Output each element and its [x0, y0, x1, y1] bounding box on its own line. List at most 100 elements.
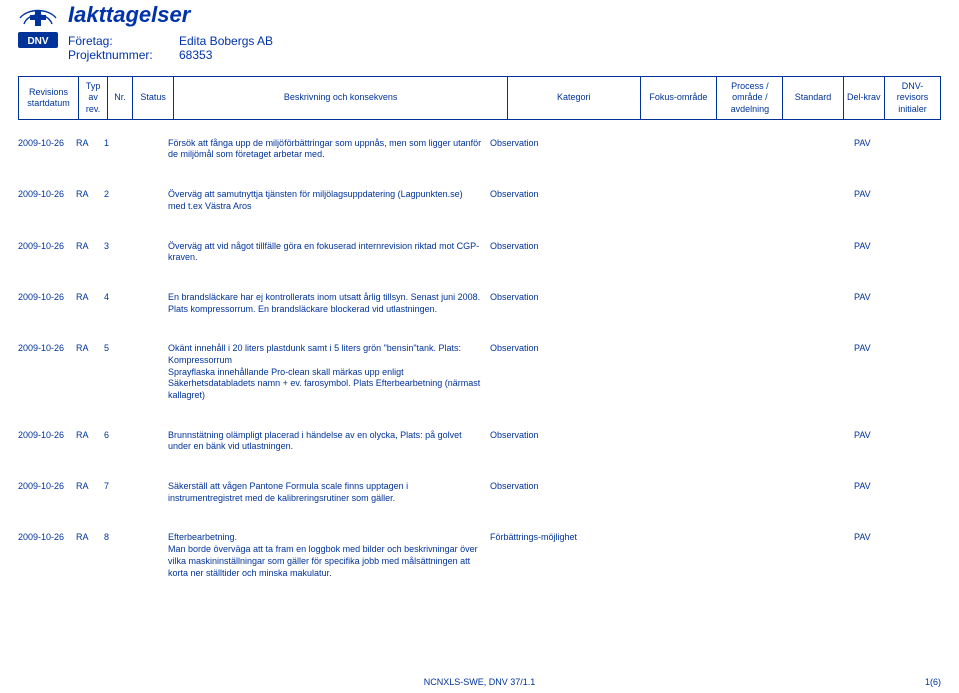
cell-init: PAV — [854, 430, 908, 453]
col-date: Revisions startdatum — [19, 77, 79, 120]
company-value: Edita Bobergs AB — [179, 34, 273, 48]
table-row: 2009-10-26RA2Överväg att samutnyttja tjä… — [18, 189, 941, 212]
cell-std — [756, 241, 814, 264]
cell-del — [814, 481, 854, 504]
cell-init: PAV — [854, 481, 908, 504]
cell-nr: 5 — [104, 343, 128, 401]
cell-nr: 6 — [104, 430, 128, 453]
cell-del — [814, 189, 854, 212]
cell-init: PAV — [854, 189, 908, 212]
cell-focus — [618, 343, 692, 401]
cell-desc: Okänt innehåll i 20 liters plastdunk sam… — [168, 343, 490, 401]
cell-date: 2009-10-26 — [18, 292, 76, 315]
cell-type: RA — [76, 138, 104, 161]
cell-cat: Observation — [490, 241, 618, 264]
project-value: 68353 — [179, 48, 212, 62]
cell-proc — [692, 430, 756, 453]
cell-type: RA — [76, 241, 104, 264]
cell-init: PAV — [854, 532, 908, 579]
col-status: Status — [132, 77, 173, 120]
cell-cat: Observation — [490, 481, 618, 504]
cell-std — [756, 532, 814, 579]
cell-cat: Förbättrings-möjlighet — [490, 532, 618, 579]
cell-focus — [618, 481, 692, 504]
cell-nr: 3 — [104, 241, 128, 264]
cell-proc — [692, 532, 756, 579]
cell-std — [756, 430, 814, 453]
cell-del — [814, 532, 854, 579]
cell-init: PAV — [854, 292, 908, 315]
col-type: Typ av rev. — [79, 77, 108, 120]
data-rows: 2009-10-26RA1Försök att fånga upp de mil… — [18, 138, 941, 579]
cell-status — [128, 189, 168, 212]
cell-proc — [692, 241, 756, 264]
dnv-cross-icon — [18, 4, 58, 30]
cell-cat: Observation — [490, 292, 618, 315]
cell-nr: 7 — [104, 481, 128, 504]
cell-focus — [618, 532, 692, 579]
cell-type: RA — [76, 430, 104, 453]
cell-focus — [618, 292, 692, 315]
svg-text:DNV: DNV — [27, 36, 48, 47]
col-nr: Nr. — [108, 77, 133, 120]
cell-type: RA — [76, 481, 104, 504]
cell-type: RA — [76, 532, 104, 579]
cell-status — [128, 343, 168, 401]
table-row: 2009-10-26RA3 Överväg att vid något tillf… — [18, 241, 941, 264]
cell-desc: En brandsläckare har ej kontrollerats in… — [168, 292, 490, 315]
cell-std — [756, 292, 814, 315]
page-title: Iakttagelser — [68, 2, 273, 28]
cell-status — [128, 292, 168, 315]
cell-focus — [618, 189, 692, 212]
cell-proc — [692, 189, 756, 212]
table-row: 2009-10-26RA1Försök att fånga upp de mil… — [18, 138, 941, 161]
cell-nr: 2 — [104, 189, 128, 212]
cell-del — [814, 292, 854, 315]
logo-block: DNV — [18, 4, 58, 48]
cell-nr: 4 — [104, 292, 128, 315]
cell-date: 2009-10-26 — [18, 138, 76, 161]
cell-std — [756, 343, 814, 401]
cell-focus — [618, 241, 692, 264]
cell-desc: Försök att fånga upp de miljöförbättring… — [168, 138, 490, 161]
cell-date: 2009-10-26 — [18, 532, 76, 579]
cell-desc: Överväg att samutnyttja tjänsten för mil… — [168, 189, 490, 212]
cell-desc: Efterbearbetning. Man borde överväga att… — [168, 532, 490, 579]
cell-init: PAV — [854, 343, 908, 401]
cell-del — [814, 138, 854, 161]
cell-type: RA — [76, 292, 104, 315]
table-row: 2009-10-26RA4 En brandsläckare har ej kon… — [18, 292, 941, 315]
cell-std — [756, 481, 814, 504]
cell-cat: Observation — [490, 138, 618, 161]
footer: NCNXLS-SWE, DNV 37/1.1 1(6) — [0, 677, 959, 687]
footer-page: 1(6) — [925, 677, 941, 687]
cell-type: RA — [76, 189, 104, 212]
cell-date: 2009-10-26 — [18, 241, 76, 264]
dnv-badge-icon: DNV — [18, 32, 58, 48]
cell-desc: Överväg att vid något tillfälle göra en … — [168, 241, 490, 264]
cell-del — [814, 430, 854, 453]
col-std: Standard — [783, 77, 843, 120]
table-row: 2009-10-26RA7Säkerställ att vågen Panton… — [18, 481, 941, 504]
cell-status — [128, 241, 168, 264]
header: DNV Iakttagelser Företag: Edita Bobergs … — [18, 4, 941, 62]
header-text: Iakttagelser Företag: Edita Bobergs AB P… — [68, 4, 273, 62]
cell-cat: Observation — [490, 343, 618, 401]
header-meta: Företag: Edita Bobergs AB Projektnummer:… — [68, 34, 273, 62]
cell-status — [128, 532, 168, 579]
cell-del — [814, 343, 854, 401]
cell-std — [756, 138, 814, 161]
cell-init: PAV — [854, 241, 908, 264]
cell-init: PAV — [854, 138, 908, 161]
col-desc: Beskrivning och konsekvens — [174, 77, 508, 120]
cell-proc — [692, 343, 756, 401]
cell-cat: Observation — [490, 189, 618, 212]
cell-status — [128, 481, 168, 504]
page-container: DNV Iakttagelser Företag: Edita Bobergs … — [0, 0, 959, 579]
company-label: Företag: — [68, 34, 173, 48]
cell-nr: 8 — [104, 532, 128, 579]
cell-proc — [692, 138, 756, 161]
cell-status — [128, 138, 168, 161]
cell-date: 2009-10-26 — [18, 430, 76, 453]
footer-center: NCNXLS-SWE, DNV 37/1.1 — [424, 677, 536, 687]
